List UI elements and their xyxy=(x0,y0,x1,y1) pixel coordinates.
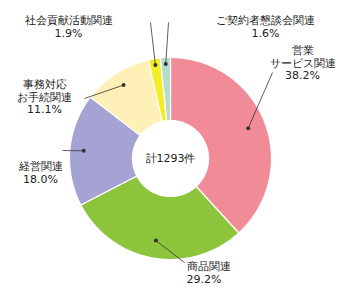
svg-text:計1293件: 計1293件 xyxy=(146,152,196,165)
svg-text:商品関連29.2%: 商品関連29.2% xyxy=(187,260,231,286)
svg-text:事務対応お手続関連11.1%: 事務対応お手続関連11.1% xyxy=(17,78,72,116)
svg-text:経営関連18.0%: 経営関連18.0% xyxy=(18,160,63,186)
svg-text:営業サービス関連38.2%: 営業サービス関連38.2% xyxy=(270,44,336,82)
svg-text:ご契約者懇談会関連1.6%: ご契約者懇談会関連1.6% xyxy=(216,14,315,40)
svg-text:社会貢献活動関連1.9%: 社会貢献活動関連1.9% xyxy=(25,14,113,40)
